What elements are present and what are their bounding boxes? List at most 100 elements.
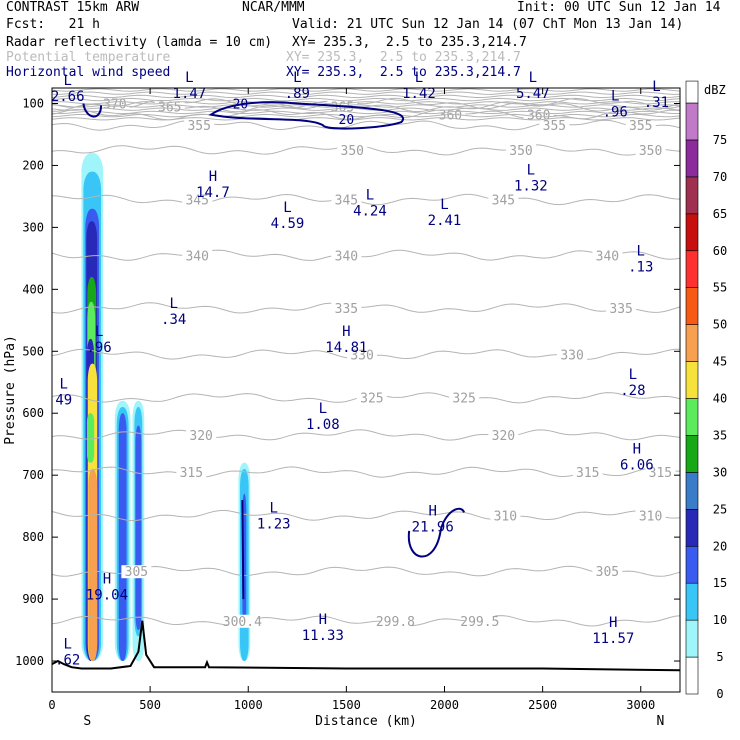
- hl-symbol: L: [611, 88, 619, 104]
- theta-label: 345: [335, 194, 358, 209]
- theta-label: 350: [509, 144, 532, 159]
- hl-value: 4.59: [271, 216, 305, 232]
- theta-label-bg: [331, 301, 362, 315]
- theta-label: 315: [649, 466, 672, 481]
- theta-label-bg: [625, 119, 656, 133]
- theta-label: 335: [335, 302, 358, 317]
- reflectivity-cell: [118, 413, 127, 662]
- theta-label: 340: [185, 249, 208, 264]
- theta-contour-upper: [51, 104, 681, 108]
- hl-value: .96: [86, 340, 111, 356]
- theta-contour-upper: [51, 110, 680, 115]
- hl-symbol: L: [185, 70, 193, 86]
- theta-label: 330: [350, 348, 373, 363]
- theta-label-bg: [331, 249, 362, 263]
- theta-contour-upper: [51, 97, 681, 102]
- plot-frame: [51, 87, 681, 693]
- colorbar-unit: dBZ: [704, 83, 726, 97]
- x-tick-label: 0: [48, 698, 55, 712]
- y-tick-label: 500: [22, 344, 44, 358]
- theta-contour-upper: [51, 94, 681, 99]
- theta-label-bg: [635, 143, 666, 157]
- terrain-line: [51, 620, 681, 672]
- terrain-line: [51, 620, 681, 672]
- theta-label-bg: [227, 614, 258, 628]
- x-tick-label: 1500: [332, 698, 361, 712]
- theta-label-bg: [435, 108, 466, 122]
- colorbar-swatch: [685, 582, 699, 621]
- x-tick-label: 2500: [528, 698, 557, 712]
- theta-label-bg: [184, 119, 215, 133]
- y-tick-label: 400: [22, 282, 44, 296]
- hl-symbol: L: [366, 188, 374, 204]
- colorbar-swatch: [685, 472, 699, 510]
- hl-value: .31: [644, 95, 669, 111]
- theta-label: 330: [560, 348, 583, 363]
- theta-label: 310: [639, 509, 662, 524]
- field-name-theta: Potential temperature: [6, 50, 171, 65]
- hl-value: 49: [55, 392, 72, 408]
- wind-contour-jet: [208, 101, 405, 130]
- colorbar-swatch: [685, 435, 699, 473]
- theta-contour-345: [51, 193, 681, 206]
- colorbar-label: 45: [713, 355, 727, 369]
- theta-label-bg: [539, 119, 570, 133]
- hl-value: 5.47: [516, 86, 550, 102]
- y-tick-label: 300: [22, 220, 44, 234]
- theta-label-bg: [506, 143, 537, 157]
- y-tick-label: 800: [22, 530, 44, 544]
- theta-label: 340: [335, 249, 358, 264]
- colorbar-swatch: [685, 398, 699, 436]
- colorbar-swatch: [685, 287, 699, 325]
- field-name-reflectivity: Radar reflectivity (lamda = 10 cm): [6, 35, 273, 50]
- hl-symbol: H: [342, 324, 350, 340]
- colorbar-label: 70: [713, 170, 727, 184]
- theta-contour-upper: [51, 113, 681, 118]
- theta-contour-335: [51, 302, 681, 314]
- colorbar-label: 60: [713, 244, 727, 258]
- field-name-wind: Horizontal wind speed: [6, 65, 171, 80]
- wind-contour-label: 20: [339, 113, 355, 128]
- colorbar-swatch: [685, 176, 699, 215]
- theta-label-bg: [331, 193, 362, 207]
- theta-label-bg: [337, 143, 368, 157]
- x-tick-label: 500: [139, 698, 161, 712]
- colorbar-label: 75: [713, 133, 727, 147]
- hl-symbol: L: [319, 401, 327, 417]
- chart-title: CONTRAST 15km ARW: [6, 0, 140, 15]
- theta-label-bg: [557, 348, 588, 362]
- theta-label-bg: [635, 509, 666, 523]
- theta-label: 310: [494, 509, 517, 524]
- wind-contour-22: [407, 507, 466, 558]
- colorbar-label: 0: [716, 687, 723, 701]
- theta-contour-310: [51, 509, 681, 522]
- theta-contour-320: [51, 429, 681, 441]
- hl-value: 6.06: [620, 457, 654, 473]
- colorbar-label: 15: [713, 576, 727, 590]
- hl-symbol: L: [63, 73, 71, 89]
- field-xy-wind: XY= 235.3, 2.5 to 235.3,214.7: [286, 65, 521, 80]
- theta-label-bg: [121, 565, 152, 579]
- hl-symbol: H: [209, 169, 217, 185]
- hl-value: .13: [628, 259, 653, 275]
- theta-label: 299.5: [460, 615, 499, 630]
- colorbar-top-cap: [685, 80, 699, 104]
- colorbar-swatch: [685, 361, 699, 399]
- colorbar-label: 30: [713, 465, 727, 479]
- hl-value: 4.24: [353, 204, 387, 220]
- hl-value: 2.41: [428, 213, 462, 229]
- hl-value: 1.42: [402, 86, 436, 102]
- hl-symbol: L: [529, 70, 537, 86]
- theta-label: 340: [596, 249, 619, 264]
- hl-symbol: L: [60, 376, 68, 392]
- theta-label: 355: [543, 119, 566, 134]
- theta-label-bg: [449, 391, 480, 405]
- theta-label: 355: [187, 119, 210, 134]
- colorbar-swatch: [685, 213, 699, 252]
- colorbar-swatch: [685, 139, 699, 178]
- wind-contour-small: [82, 103, 103, 118]
- hl-symbol: L: [95, 324, 103, 340]
- hl-value: 19.04: [86, 588, 128, 604]
- hl-value: .89: [285, 86, 310, 102]
- colorbar: dBZ 0 5 10 15 20 25 30 35 40 45 50 55 60 65 70 75: [685, 80, 727, 701]
